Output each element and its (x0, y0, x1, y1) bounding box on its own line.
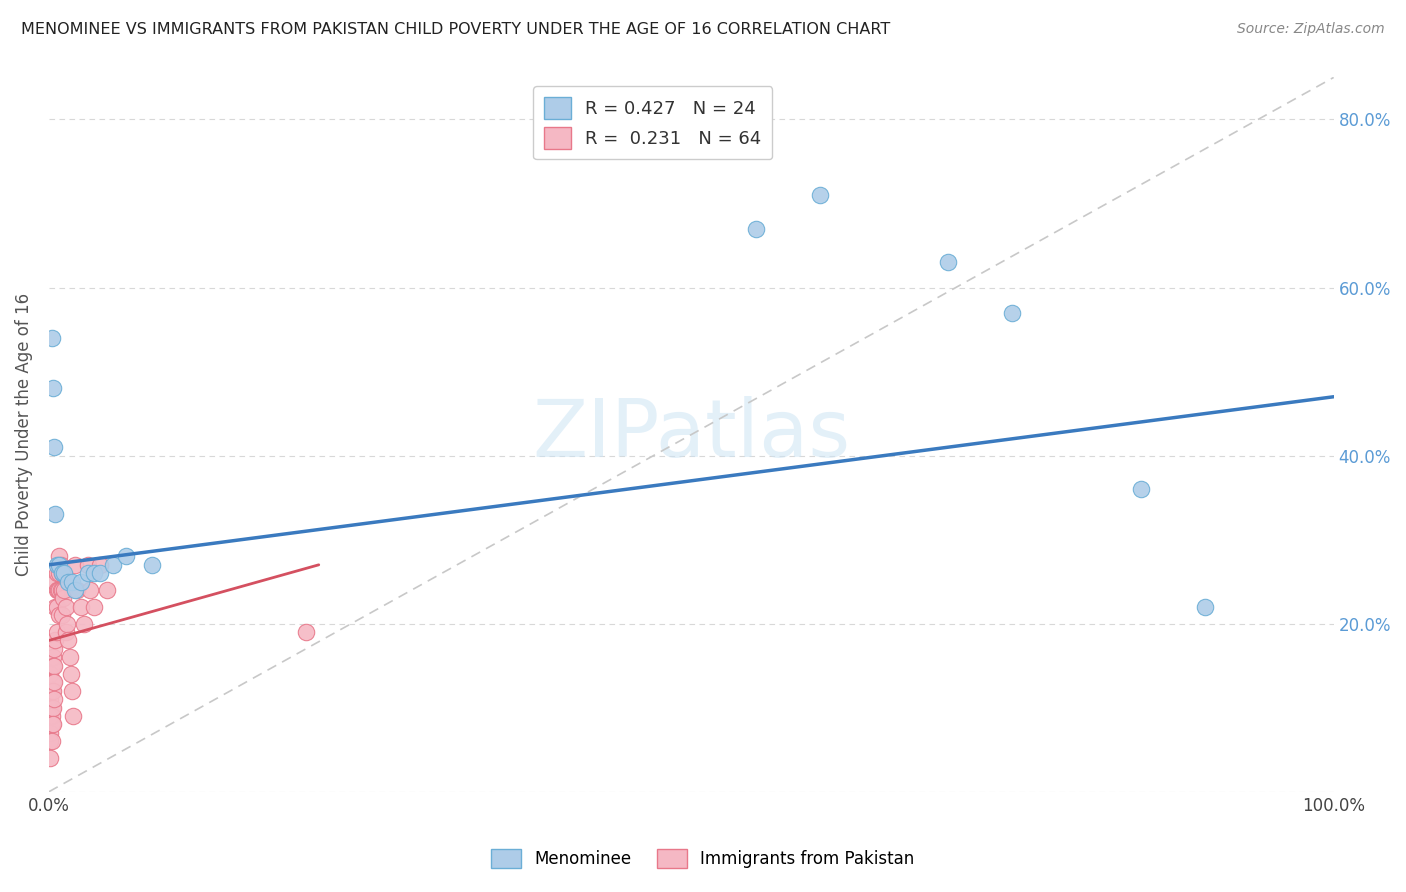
Point (295, 625, 318, 640)
Point (141, 558, 163, 572)
Point (808, 188, 831, 202)
Y-axis label: Child Poverty Under the Age of 16: Child Poverty Under the Age of 16 (15, 293, 32, 576)
Point (44, 599, 66, 614)
Point (42, 650, 65, 665)
Point (42, 658, 65, 673)
Point (42, 700, 65, 714)
Point (58, 650, 80, 665)
Point (44, 574, 66, 589)
Point (39, 726, 62, 740)
Point (42, 675, 65, 690)
Point (55, 599, 77, 614)
Point (51, 608, 73, 623)
Point (76, 558, 98, 572)
Point (89, 566, 111, 581)
Point (58, 633, 80, 648)
Point (42, 692, 65, 706)
Point (59, 667, 82, 681)
Point (42, 684, 65, 698)
Point (41, 331, 63, 345)
Point (66, 582, 89, 597)
Point (60, 684, 83, 698)
Point (39, 734, 62, 748)
Point (48, 582, 70, 597)
Point (41, 700, 63, 714)
Point (1001, 306, 1024, 320)
Point (41, 675, 63, 690)
Point (45, 599, 67, 614)
Point (55, 625, 77, 640)
Point (48, 558, 70, 572)
Point (70, 574, 93, 589)
Point (53, 566, 76, 581)
Point (115, 549, 138, 564)
Point (51, 566, 73, 581)
Point (744, 221, 766, 235)
Point (48, 549, 70, 564)
Point (51, 566, 73, 581)
Point (45, 566, 67, 581)
Point (39, 692, 62, 706)
Point (41, 684, 63, 698)
Point (1194, 599, 1216, 614)
Point (45, 558, 67, 572)
Point (39, 751, 62, 765)
Point (52, 566, 75, 581)
Point (936, 255, 959, 269)
Point (73, 616, 96, 631)
Legend: R = 0.427   N = 24, R =  0.231   N = 64: R = 0.427 N = 24, R = 0.231 N = 64 (533, 87, 772, 160)
Text: MENOMINEE VS IMMIGRANTS FROM PAKISTAN CHILD POVERTY UNDER THE AGE OF 16 CORRELAT: MENOMINEE VS IMMIGRANTS FROM PAKISTAN CH… (21, 22, 890, 37)
Point (44, 508, 66, 522)
Point (42, 440, 65, 454)
Point (44, 633, 66, 648)
Point (89, 558, 111, 572)
Point (60, 574, 83, 589)
Point (56, 616, 79, 631)
Point (39, 684, 62, 698)
Point (58, 574, 80, 589)
Point (41, 734, 63, 748)
Point (96, 582, 118, 597)
Point (70, 599, 93, 614)
Point (83, 599, 105, 614)
Point (41, 658, 63, 673)
Point (39, 700, 62, 714)
Text: ZIPatlas: ZIPatlas (533, 395, 851, 474)
Point (42, 641, 65, 656)
Point (63, 558, 86, 572)
Point (39, 667, 62, 681)
Point (46, 582, 69, 597)
Point (62, 709, 84, 723)
Legend: Menominee, Immigrants from Pakistan: Menominee, Immigrants from Pakistan (485, 842, 921, 875)
Point (42, 658, 65, 673)
Point (42, 381, 65, 395)
Point (1129, 482, 1152, 496)
Point (48, 566, 70, 581)
Text: Source: ZipAtlas.com: Source: ZipAtlas.com (1237, 22, 1385, 37)
Point (46, 558, 69, 572)
Point (103, 558, 125, 572)
Point (42, 717, 65, 731)
Point (83, 566, 105, 581)
Point (49, 558, 72, 572)
Point (63, 582, 86, 597)
Point (41, 709, 63, 723)
Point (52, 591, 75, 606)
Point (53, 582, 76, 597)
Point (45, 582, 67, 597)
Point (45, 625, 67, 640)
Point (39, 709, 62, 723)
Point (42, 675, 65, 690)
Point (51, 582, 73, 597)
Point (79, 582, 101, 597)
Point (76, 566, 98, 581)
Point (49, 582, 72, 597)
Point (41, 717, 63, 731)
Point (48, 608, 70, 623)
